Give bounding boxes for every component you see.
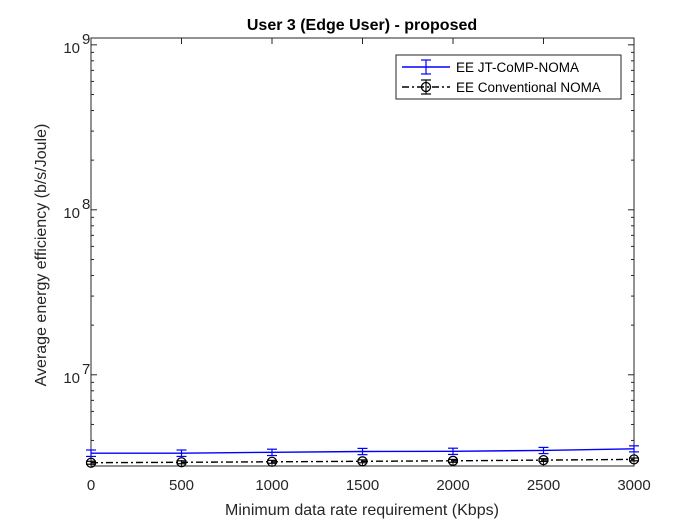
error-bar bbox=[357, 459, 368, 464]
series-1 bbox=[86, 445, 639, 458]
data-point bbox=[538, 454, 549, 466]
legend-marker bbox=[420, 81, 432, 93]
y-tick-label: 10 bbox=[63, 370, 80, 387]
x-axis-ticks: 0 500 1000 1500 2000 2500 3000 bbox=[87, 38, 651, 494]
x-tick-label: 1500 bbox=[346, 477, 379, 494]
legend: EE JT-CoMP-NOMA EE Conventional NOMA bbox=[395, 54, 622, 100]
data-point bbox=[447, 455, 459, 466]
error-bar bbox=[538, 458, 549, 463]
error-bar bbox=[538, 446, 549, 455]
data-point bbox=[176, 457, 187, 468]
y-tick-label-exponent: 7 bbox=[82, 361, 90, 378]
plot-area bbox=[90, 37, 635, 467]
error-bar bbox=[86, 449, 96, 458]
data-point bbox=[628, 454, 640, 465]
x-tick-label: 2000 bbox=[436, 477, 469, 494]
error-bar bbox=[448, 447, 458, 456]
error-bar bbox=[629, 457, 639, 462]
error-bar bbox=[448, 458, 458, 463]
y-tick-label: 10 bbox=[63, 40, 80, 57]
y-axis-label: Average energy efficiency (b/s/Joule) bbox=[33, 124, 50, 387]
y-tick-label: 10 bbox=[63, 205, 80, 222]
x-tick-label: 0 bbox=[87, 477, 95, 494]
legend-label: EE JT-CoMP-NOMA bbox=[456, 60, 579, 75]
chart-title: User 3 (Edge User) - proposed bbox=[247, 17, 477, 34]
error-bar bbox=[176, 460, 187, 465]
error-bar bbox=[357, 447, 368, 456]
error-bar bbox=[267, 448, 277, 457]
error-bar bbox=[629, 445, 639, 453]
legend-label: EE Conventional NOMA bbox=[456, 80, 601, 95]
axes-box bbox=[90, 37, 635, 467]
x-tick-label: 3000 bbox=[617, 477, 650, 494]
x-tick-label: 1000 bbox=[255, 477, 288, 494]
data-point bbox=[266, 456, 278, 467]
y-tick-label-exponent: 8 bbox=[82, 196, 90, 213]
error-bar bbox=[267, 459, 277, 464]
series-group bbox=[85, 445, 640, 468]
series-2 bbox=[85, 454, 640, 468]
y-tick-label-exponent: 9 bbox=[82, 31, 90, 48]
x-tick-label: 2500 bbox=[527, 477, 560, 494]
error-bar bbox=[176, 449, 187, 458]
data-point bbox=[85, 457, 97, 468]
legend-entry-2: EE Conventional NOMA bbox=[402, 79, 601, 95]
data-point bbox=[357, 456, 368, 467]
legend-entry-1: EE JT-CoMP-NOMA bbox=[402, 59, 579, 75]
error-bar bbox=[86, 460, 96, 465]
x-tick-label: 500 bbox=[169, 477, 194, 494]
legend-box bbox=[395, 54, 622, 100]
x-axis-label: Minimum data rate requirement (Kbps) bbox=[225, 502, 499, 519]
